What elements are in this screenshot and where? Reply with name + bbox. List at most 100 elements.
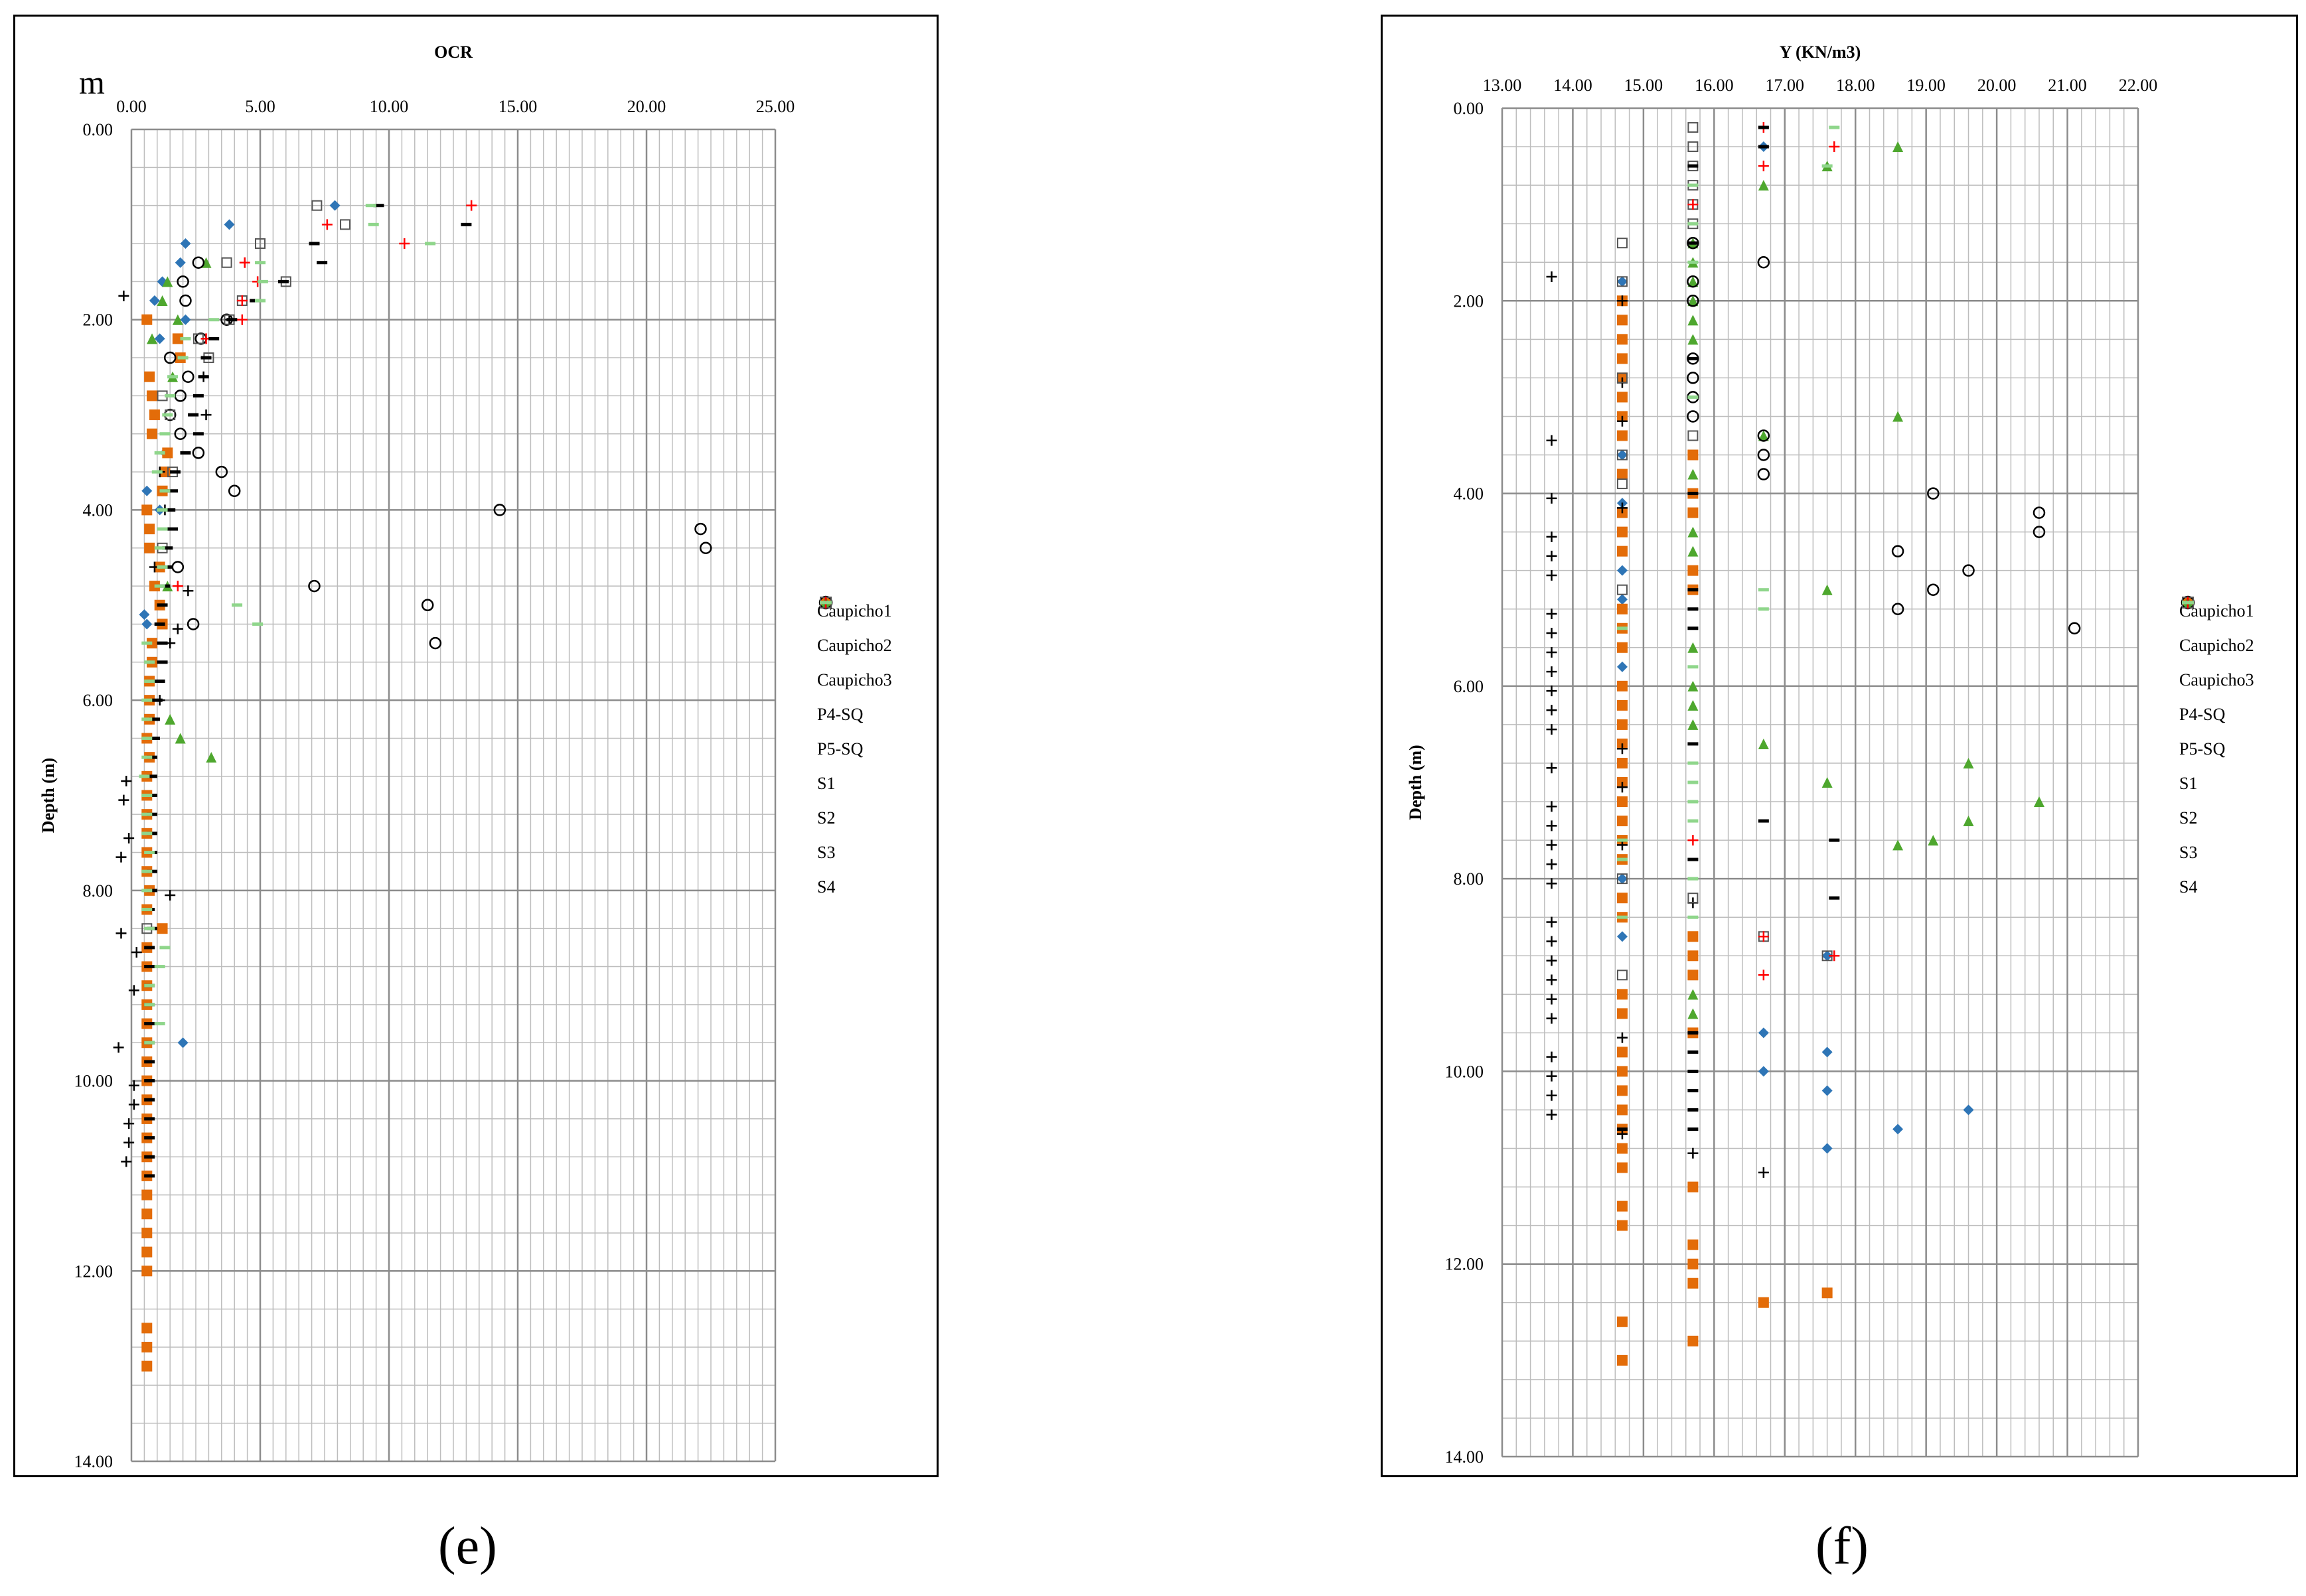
data-point <box>2033 506 2046 519</box>
data-point <box>1616 469 1628 480</box>
data-point <box>1687 295 1699 307</box>
series-s2 <box>172 200 477 592</box>
data-point <box>1616 334 1628 345</box>
data-point <box>147 428 158 439</box>
data-point <box>1687 989 1699 1000</box>
data-point <box>1687 222 1699 226</box>
data-point <box>1616 565 1628 576</box>
data-point <box>141 736 153 740</box>
data-point <box>1687 607 1699 611</box>
legend-label: Caupicho3 <box>2179 670 2254 689</box>
data-point <box>1687 835 1699 846</box>
data-point <box>144 965 155 969</box>
data-point <box>1687 680 1699 691</box>
data-point <box>1821 950 1833 962</box>
data-point <box>1616 276 1628 287</box>
data-point <box>1616 545 1628 557</box>
data-point <box>1546 1070 1557 1082</box>
data-point <box>141 641 153 645</box>
data-point <box>1546 628 1557 639</box>
data-point <box>1616 680 1628 691</box>
x-tick-label: 10.00 <box>370 97 409 116</box>
data-point <box>1892 839 1904 851</box>
data-point <box>192 256 205 269</box>
data-point <box>1687 492 1699 496</box>
data-point <box>123 833 135 844</box>
data-point <box>232 603 243 607</box>
data-point <box>1687 950 1699 962</box>
data-point <box>1616 699 1628 711</box>
data-point <box>1687 1088 1699 1092</box>
data-point <box>1546 993 1557 1005</box>
data-point <box>1687 275 1699 288</box>
legend-entry: P4-SQ <box>817 597 892 732</box>
data-point <box>1546 936 1557 947</box>
data-point <box>139 609 150 620</box>
data-point <box>1616 603 1628 615</box>
data-point <box>2033 526 2046 538</box>
data-point <box>149 409 160 421</box>
data-point <box>1616 502 1628 514</box>
data-point <box>162 546 173 550</box>
data-point <box>1821 777 1833 788</box>
x-tick-label: 22.00 <box>2119 76 2158 95</box>
legend-entry: S3 <box>2179 601 2254 870</box>
data-point <box>1687 372 1699 384</box>
data-point <box>198 375 209 379</box>
data-point <box>1687 276 1699 287</box>
data-point <box>141 717 153 721</box>
data-point <box>131 947 142 958</box>
legend-label: Caupicho2 <box>817 636 892 655</box>
series-s3 <box>144 204 472 1178</box>
data-point <box>1687 395 1699 399</box>
y-tick-label: 8.00 <box>1454 869 1484 889</box>
data-point <box>1616 1143 1628 1154</box>
data-point <box>144 371 155 382</box>
data-point <box>1687 1335 1699 1346</box>
data-point <box>226 318 238 322</box>
data-point <box>167 489 179 493</box>
data-point <box>1687 164 1699 168</box>
data-point <box>1546 666 1557 678</box>
data-point <box>1927 583 1940 596</box>
data-point <box>340 219 351 230</box>
data-point <box>149 717 160 721</box>
series-caupicho1 <box>1616 141 1974 1154</box>
data-point <box>1546 492 1557 504</box>
data-point <box>1616 392 1628 403</box>
series-s3 <box>1616 125 1840 1131</box>
data-point <box>1687 588 1699 592</box>
data-point <box>154 546 165 550</box>
data-point <box>1687 260 1699 264</box>
data-point <box>167 375 179 379</box>
data-point <box>144 1174 155 1178</box>
data-point <box>180 336 191 340</box>
data-point <box>1616 1162 1628 1173</box>
data-point <box>121 1156 132 1167</box>
data-point <box>1687 1031 1699 1035</box>
data-point <box>1687 199 1699 210</box>
data-point <box>1821 164 1833 168</box>
data-point <box>429 636 442 650</box>
data-point <box>144 1060 155 1064</box>
data-point <box>1758 1066 1769 1077</box>
data-point <box>182 370 194 383</box>
data-point <box>144 679 155 683</box>
data-point <box>1546 1109 1557 1120</box>
data-point <box>208 318 220 322</box>
data-point <box>1616 1047 1628 1058</box>
data-point <box>255 299 266 303</box>
data-point <box>1687 819 1699 823</box>
legend-label: S2 <box>817 808 836 828</box>
data-point <box>141 698 153 702</box>
x-tick-label: 0.00 <box>116 97 147 116</box>
data-point <box>144 1041 155 1045</box>
data-point <box>157 641 168 645</box>
data-point <box>1546 859 1557 870</box>
data-point <box>162 276 173 287</box>
data-point <box>1616 626 1628 630</box>
data-point <box>329 200 341 211</box>
data-point <box>373 204 384 208</box>
data-point <box>1687 761 1699 765</box>
y-tick-label: 12.00 <box>1445 1255 1484 1274</box>
